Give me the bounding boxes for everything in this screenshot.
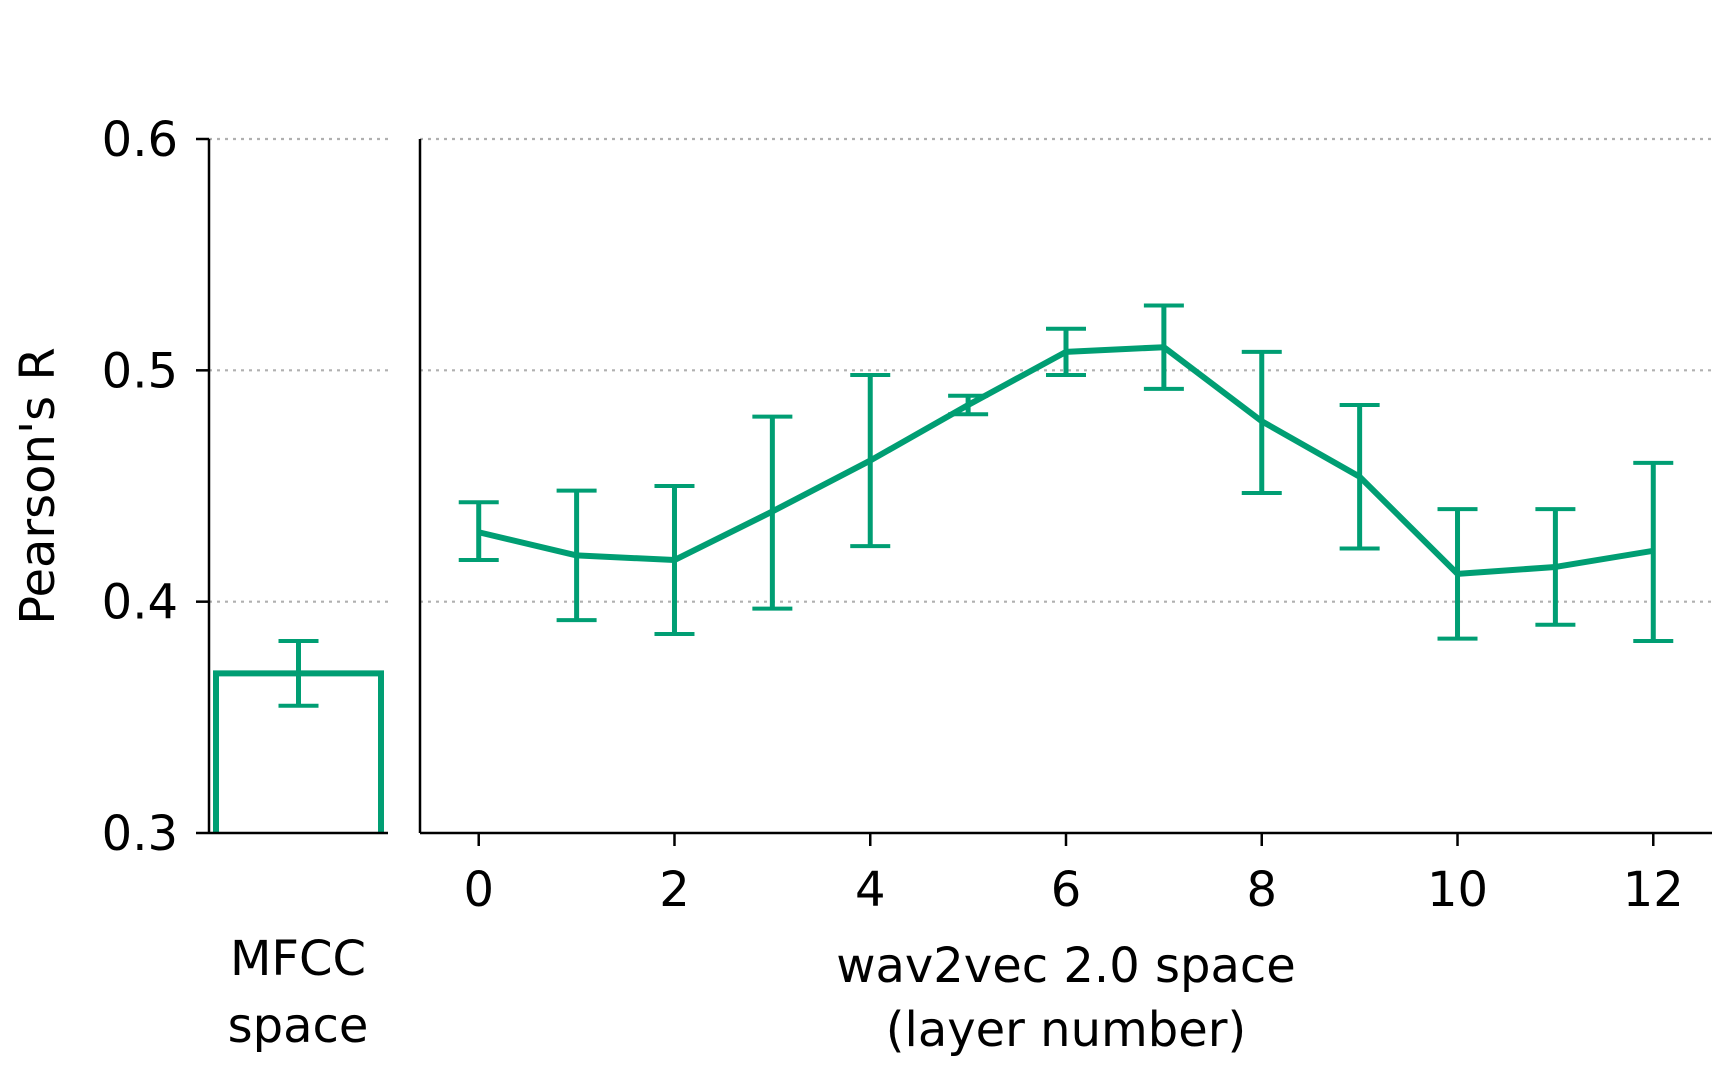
wav2vec-panel: 0 2 4 6 8 10 12 wav2vec 2.0 space (layer numbe… bbox=[418, 137, 1712, 1058]
wav2vec-series-line bbox=[478, 344, 1654, 577]
x-tick-label: 6 bbox=[1051, 862, 1082, 918]
x-tick-label: 12 bbox=[1623, 862, 1684, 918]
x-axis-ticks: 0 2 4 6 8 10 12 bbox=[463, 833, 1684, 918]
y-tick-label: 0.3 bbox=[102, 806, 178, 862]
mfcc-panel: 0.3 0.4 0.5 0.6 Pearson's R MFCC space bbox=[10, 112, 388, 1054]
y-axis-ticks: 0.3 0.4 0.5 0.6 bbox=[102, 112, 209, 862]
x-tick-label: 8 bbox=[1246, 862, 1277, 918]
mfcc-bars bbox=[213, 638, 384, 833]
x-tick-label: 0 bbox=[463, 862, 494, 918]
x-tick-label: 4 bbox=[855, 862, 886, 918]
left-gridlines bbox=[209, 137, 388, 603]
mfcc-xlabel-line1: MFCC bbox=[230, 931, 366, 987]
x-tick-label: 10 bbox=[1427, 862, 1488, 918]
wav2vec-xlabel-line1: wav2vec 2.0 space bbox=[836, 938, 1296, 994]
y-tick-label: 0.6 bbox=[102, 112, 178, 168]
y-tick-label: 0.4 bbox=[102, 575, 178, 631]
mfcc-xlabel-line2: space bbox=[228, 998, 369, 1054]
y-tick-label: 0.5 bbox=[102, 343, 178, 399]
x-tick-label: 2 bbox=[659, 862, 690, 918]
y-axis-title: Pearson's R bbox=[10, 347, 66, 625]
wav2vec-errorbars bbox=[458, 303, 1674, 643]
wav2vec-xlabel-line2: (layer number) bbox=[886, 1002, 1246, 1058]
